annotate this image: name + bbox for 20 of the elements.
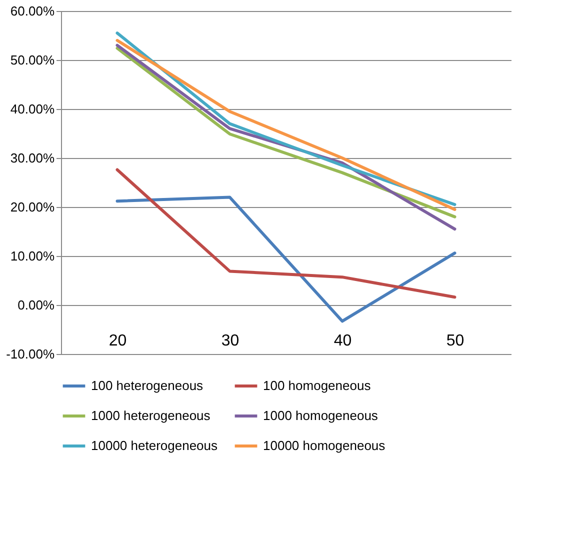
y-tick-label: 60.00% — [10, 4, 55, 18]
y-tick-label: -10.00% — [6, 346, 55, 362]
y-tick-label: 30.00% — [10, 150, 55, 166]
y-tick-label: 10.00% — [10, 248, 55, 264]
x-tick-label: 50 — [446, 332, 464, 350]
x-tick-label: 30 — [221, 332, 240, 350]
legend-label: 100 homogeneous — [263, 378, 372, 393]
legend-label: 10000 heterogeneous — [91, 438, 218, 453]
x-tick-label: 20 — [108, 332, 127, 350]
x-tick-label: 40 — [334, 332, 352, 350]
legend-label: 1000 heterogeneous — [91, 408, 211, 423]
legend-label: 100 heterogeneous — [91, 378, 204, 393]
y-tick-label: 50.00% — [10, 52, 55, 68]
line-series — [116, 168, 456, 299]
y-tick-label: 20.00% — [10, 200, 55, 214]
legend-label: 1000 homogeneous — [263, 408, 378, 423]
legend-label: 10000 homogeneous — [263, 438, 386, 453]
y-tick-label: 40.00% — [10, 102, 55, 116]
y-tick-label: 0.00% — [18, 298, 55, 312]
line-series — [116, 196, 456, 323]
